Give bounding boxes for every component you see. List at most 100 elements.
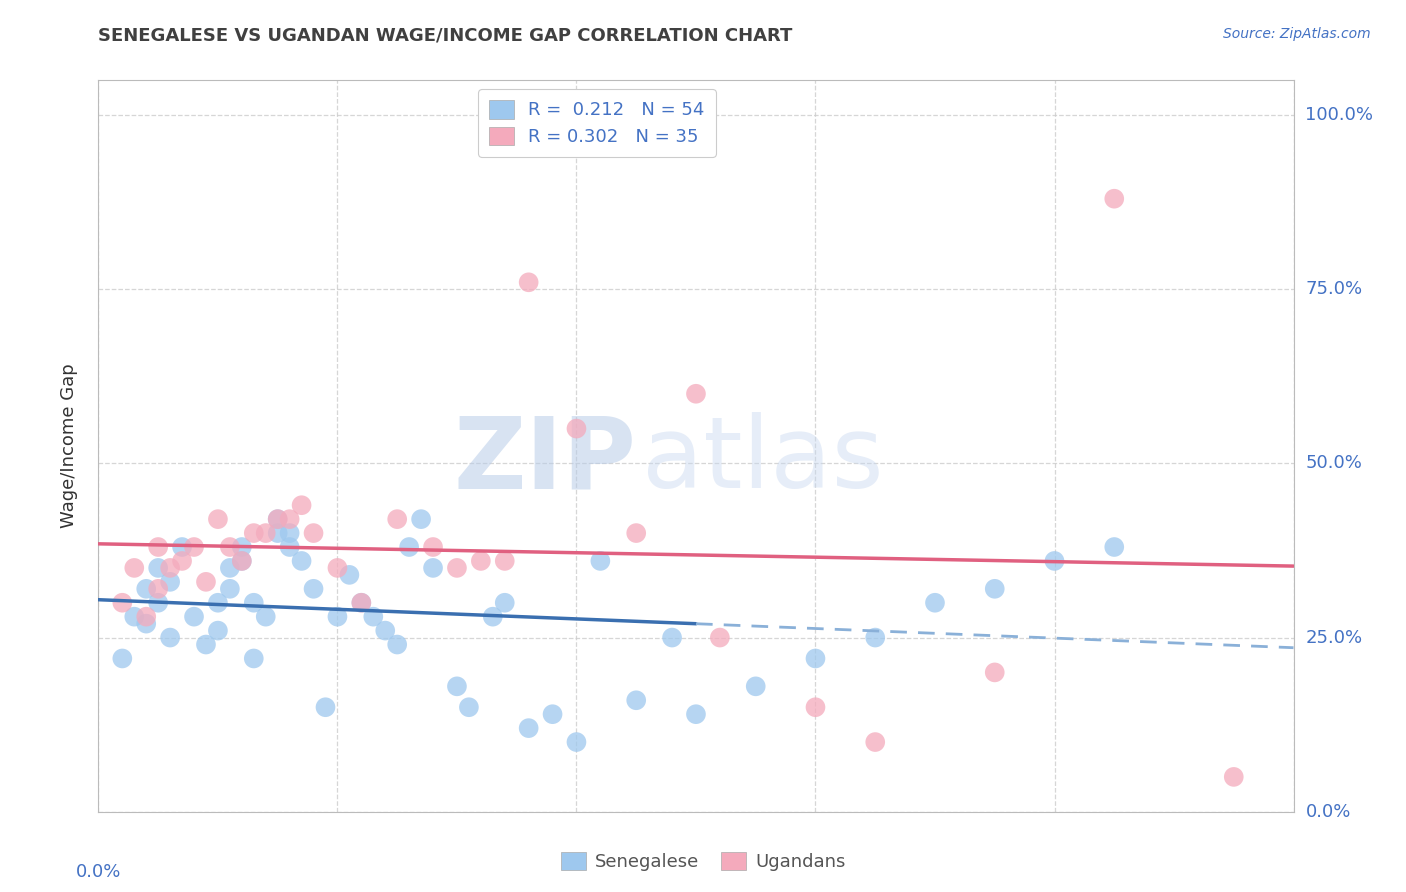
Point [172,554,194,568]
Point [398,540,420,554]
Point [278,526,301,541]
Point [254,526,277,541]
Point [494,596,516,610]
Point [446,679,468,693]
Point [183,540,205,554]
Point [804,700,827,714]
Point [363,609,385,624]
Point [231,540,253,554]
Point [565,421,588,435]
Point [350,596,373,610]
Text: 50.0%: 50.0% [1305,454,1362,473]
Point [290,498,312,512]
Point [207,512,229,526]
Point [135,582,157,596]
Point [267,512,290,526]
Point [350,596,373,610]
Point [243,651,266,665]
Point [804,651,827,665]
Text: 25.0%: 25.0% [1305,629,1362,647]
Point [267,526,290,541]
Point [470,554,492,568]
Point [124,609,146,624]
Point [135,609,157,624]
Point [865,631,887,645]
Point [458,700,481,714]
Point [219,582,242,596]
Point [983,665,1005,680]
Point [339,567,360,582]
Point [709,631,731,645]
Point [1104,192,1126,206]
Point [159,561,181,575]
Point [159,631,181,645]
Text: ZIP: ZIP [453,412,636,509]
Text: atlas: atlas [643,412,884,509]
Point [148,582,170,596]
Point [385,512,409,526]
Point [494,554,516,568]
Point [1043,554,1066,568]
Point [219,540,242,554]
Point [661,631,683,645]
Point [231,554,253,568]
Point [1104,540,1126,554]
Text: 0.0%: 0.0% [1305,803,1351,821]
Point [422,540,444,554]
Point [159,574,181,589]
Point [411,512,433,526]
Point [254,609,277,624]
Point [135,616,157,631]
Point [111,651,134,665]
Point [290,554,312,568]
Point [219,561,242,575]
Point [278,512,301,526]
Point [207,596,229,610]
Point [685,386,707,401]
Point [1223,770,1246,784]
Point [385,638,409,652]
Point [983,582,1005,596]
Point [481,609,505,624]
Text: 0.0%: 0.0% [76,863,121,881]
Point [267,512,290,526]
Text: 75.0%: 75.0% [1305,280,1362,298]
Legend: Senegalese, Ugandans: Senegalese, Ugandans [554,845,852,879]
Point [172,540,194,554]
Point [302,526,325,541]
Point [148,540,170,554]
Point [326,561,349,575]
Point [148,596,170,610]
Point [326,609,349,624]
Point [278,540,301,554]
Point [446,561,468,575]
Point [517,275,540,289]
Point [589,554,612,568]
Point [111,596,134,610]
Point [624,526,647,541]
Point [422,561,444,575]
Point [745,679,768,693]
Point [243,596,266,610]
Point [231,554,253,568]
Text: Source: ZipAtlas.com: Source: ZipAtlas.com [1223,27,1371,41]
Point [565,735,588,749]
Point [541,707,564,722]
Point [624,693,647,707]
Point [124,561,146,575]
Text: SENEGALESE VS UGANDAN WAGE/INCOME GAP CORRELATION CHART: SENEGALESE VS UGANDAN WAGE/INCOME GAP CO… [98,27,793,45]
Point [207,624,229,638]
Point [865,735,887,749]
Point [148,561,170,575]
Point [315,700,337,714]
Legend: R =  0.212   N = 54, R = 0.302   N = 35: R = 0.212 N = 54, R = 0.302 N = 35 [478,89,716,157]
Text: 100.0%: 100.0% [1305,106,1374,124]
Y-axis label: Wage/Income Gap: Wage/Income Gap [59,364,77,528]
Point [685,707,707,722]
Point [517,721,540,735]
Point [374,624,396,638]
Point [183,609,205,624]
Point [302,582,325,596]
Point [243,526,266,541]
Point [194,638,218,652]
